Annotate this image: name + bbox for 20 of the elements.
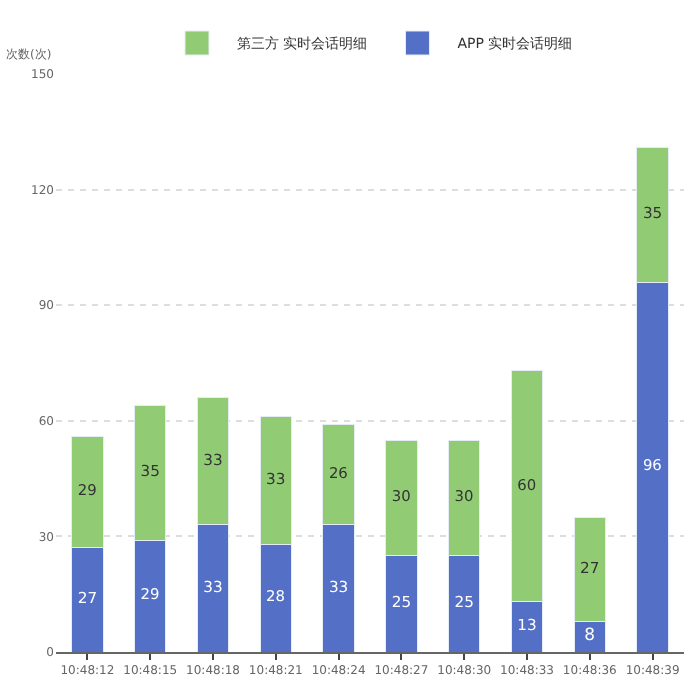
data-label: 35 [642, 204, 663, 223]
data-label: 29 [77, 481, 98, 500]
data-label: 27 [580, 558, 600, 577]
data-label: 30 [454, 487, 474, 506]
data-label: 60 [517, 475, 537, 494]
data-label: 29 [140, 585, 160, 604]
data-label: 26 [328, 464, 349, 483]
data-label: 25 [454, 593, 475, 612]
data-label: 30 [391, 487, 412, 506]
data-label: 25 [391, 593, 412, 612]
data-label: 13 [517, 616, 537, 635]
data-label: 28 [266, 587, 286, 606]
data-label: 96 [642, 456, 663, 475]
data-label: 27 [77, 589, 98, 608]
data-label: 33 [328, 577, 349, 596]
data-label: 35 [140, 462, 161, 481]
data-label: 8 [584, 624, 595, 645]
data-label: 33 [203, 450, 223, 469]
data-label: 33 [203, 577, 223, 596]
data-label: 33 [266, 469, 286, 488]
